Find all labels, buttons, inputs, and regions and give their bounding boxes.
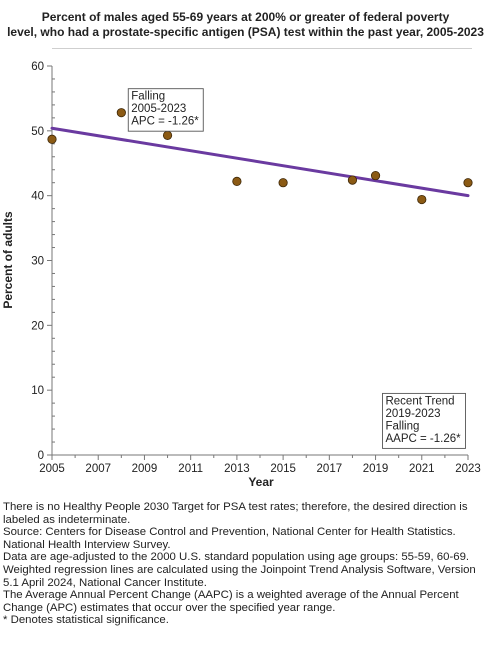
x-tick-label: 2013 [224,463,250,475]
data-point [116,108,126,118]
chart: 0 10 20 30 40 50 60 2005 2007 2009 2011 2013 2015 201… [1,61,481,489]
footnote-joinpoint: Weighted regression lines are calculated… [3,563,476,589]
data-point [347,175,358,185]
data-point [162,130,173,140]
data-point [417,194,427,205]
footnotes: There is no Healthy People 2030 Target f… [3,501,488,627]
annotation-box [127,88,204,132]
y-tick-label: 20 [31,320,44,332]
axes: 0 10 20 30 40 50 60 2005 2007 2009 2011 2013 2015 201… [31,61,481,475]
annotation-line: Falling [131,91,165,103]
data-point [278,178,288,188]
data-point [47,134,57,144]
data-point [370,170,381,181]
x-tick-label: 2005 [39,463,65,475]
annotation-line: 2019-2023 [385,408,440,420]
y-tick-label: 40 [31,191,44,203]
x-tick-label: 2007 [85,463,111,475]
trend-line [50,126,470,198]
footnote-source: Source: Centers for Disease Control and … [3,526,456,551]
x-tick-label: 2023 [455,463,481,475]
chart-title: Percent of males aged 55-69 years at 200… [0,10,491,40]
y-tick-label: 60 [31,61,44,73]
x-tick-label: 2009 [132,463,158,475]
y-axis-title: Percent of adults [1,211,15,309]
footnote-aapc: The Average Annual Percent Change (AAPC)… [3,589,459,614]
annotation-line: Recent Trend [385,395,454,407]
x-tick-label: 2021 [409,463,435,475]
footnote-target: There is no Healthy People 2030 Target f… [3,501,468,526]
annotation-box [382,392,466,449]
x-tick-label: 2015 [270,463,296,475]
title-divider [52,48,472,49]
chart-title-line-2: level, who had a prostate-specific antig… [7,25,484,39]
y-tick-label: 50 [31,126,44,138]
annotation-line: APC = -1.26* [131,116,199,128]
data-point [232,176,242,187]
data-points [47,108,473,205]
chart-title-line-1: Percent of males aged 55-69 years at 200… [41,10,450,24]
data-point [463,178,473,188]
y-tick-label: 30 [31,256,44,268]
footnote-significance: * Denotes statistical significance. [3,614,169,627]
y-tick-label: 10 [31,385,44,397]
annotation-line: 2005-2023 [131,103,186,115]
footnote-age-adjust: Data are age-adjusted to the 2000 U.S. s… [3,551,470,564]
x-axis-title: Year [248,475,274,489]
trend-layer [50,126,470,198]
y-tick-label: 0 [38,450,44,462]
x-tick-label: 2019 [363,463,389,475]
annotation-line: Falling [385,420,419,432]
x-tick-label: 2011 [178,463,203,475]
annotation-line: AAPC = -1.26* [385,433,461,445]
x-tick-label: 2017 [317,463,343,475]
